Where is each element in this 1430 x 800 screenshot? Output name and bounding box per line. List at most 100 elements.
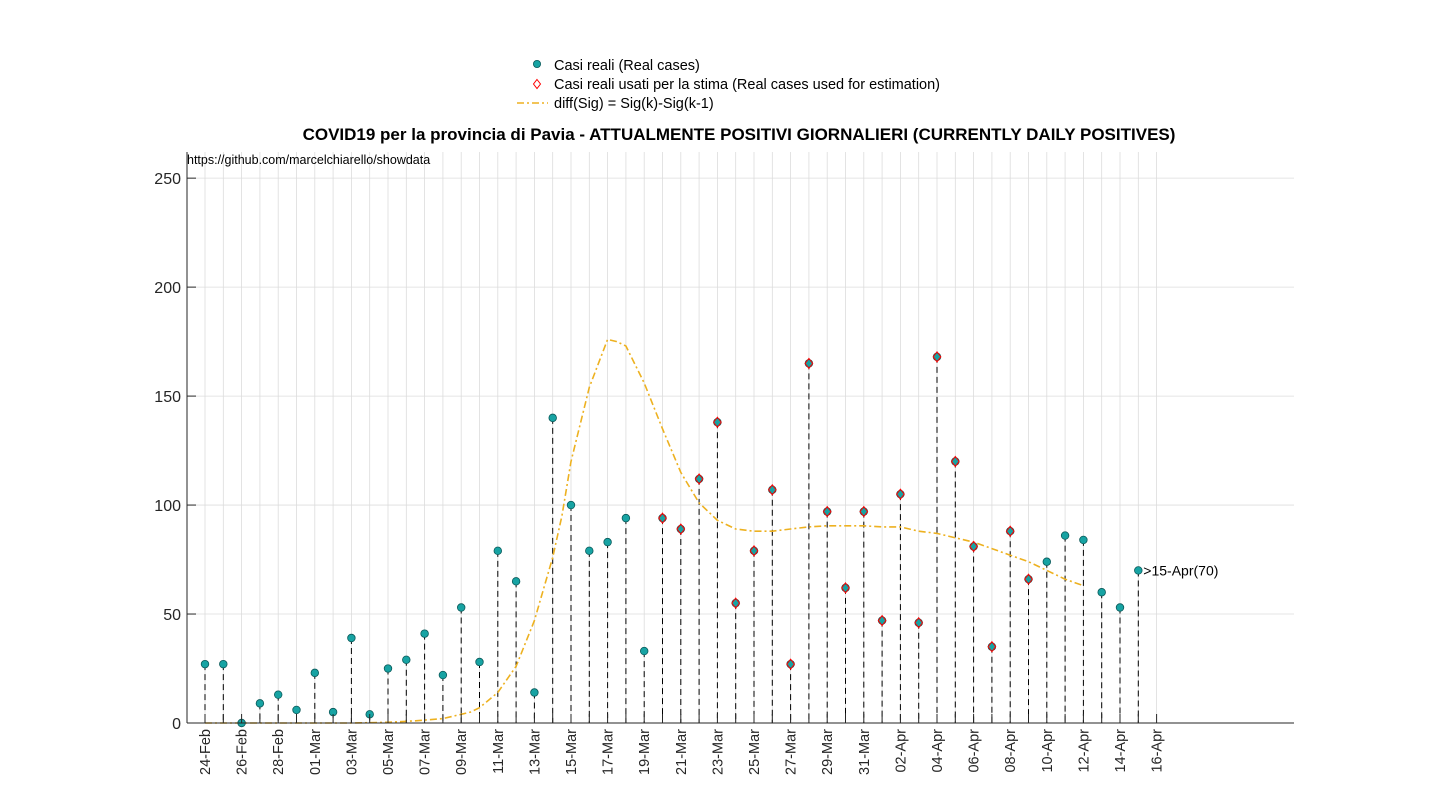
estimation-point	[731, 597, 741, 609]
real-case-point	[1115, 603, 1125, 612]
x-tick-label: 28-Feb	[271, 729, 287, 775]
x-tick-label: 04-Apr	[930, 729, 946, 773]
x-tick-label: 08-Apr	[1003, 729, 1019, 773]
real-case-point	[200, 659, 210, 669]
real-case-point	[914, 618, 923, 627]
real-case-point	[621, 513, 631, 523]
real-case-point	[383, 664, 393, 673]
real-case-point	[841, 583, 850, 593]
estimation-point	[749, 545, 759, 557]
real-case-point	[310, 668, 319, 678]
real-case-point	[457, 603, 466, 612]
estimation-point	[987, 640, 997, 653]
estimation-point	[841, 582, 850, 594]
x-tick-label: 12-Apr	[1076, 729, 1092, 773]
y-tick-label: 0	[172, 716, 181, 733]
axes	[186, 152, 1294, 724]
estimation-point	[859, 505, 869, 518]
x-tick-label: 06-Apr	[967, 729, 983, 773]
real-case-point	[420, 629, 429, 638]
y-tick-labels: 0 50 100 150 200 250	[154, 171, 181, 733]
x-tick-label: 10-Apr	[1040, 729, 1056, 773]
x-tick-label: 11-Mar	[491, 729, 507, 774]
x-tick-label: 09-Mar	[454, 729, 470, 775]
legend-marker-estimation-cases	[532, 78, 542, 90]
real-case-point	[951, 457, 960, 466]
estimation-point	[895, 488, 905, 500]
real-case-point	[1006, 527, 1015, 536]
y-tick-label: 100	[154, 498, 181, 515]
source-link-text: https://github.com/marcelchiarello/showd…	[187, 153, 430, 167]
x-tick-label: 29-Mar	[820, 729, 836, 775]
estimation-point	[877, 614, 887, 627]
real-case-point	[676, 524, 685, 534]
real-case-point	[1097, 588, 1106, 597]
estimation-point	[914, 616, 924, 629]
estimation-point	[786, 658, 796, 670]
real-case-point	[475, 657, 484, 667]
x-tick-label: 31-Mar	[857, 729, 873, 775]
x-tick-label: 26-Feb	[235, 729, 251, 775]
real-case-point	[1079, 535, 1088, 545]
x-tick-label: 07-Mar	[418, 729, 434, 775]
estimation-point	[676, 523, 686, 535]
real-case-point	[1024, 574, 1033, 584]
real-case-point	[347, 633, 356, 643]
estimation-point	[694, 473, 704, 485]
real-case-point	[566, 500, 576, 510]
y-tick-label: 200	[154, 280, 181, 297]
estimation-point	[712, 416, 722, 429]
y-tick-label: 50	[163, 607, 181, 624]
real-case-point	[402, 655, 411, 664]
real-case-point	[658, 513, 667, 523]
stem-lines	[204, 356, 1139, 723]
real-case-point	[731, 598, 740, 608]
estimation-point	[767, 483, 777, 496]
x-tick-label: 17-Mar	[601, 729, 617, 775]
real-case-point	[786, 659, 795, 669]
estimation-point	[1024, 573, 1033, 585]
real-case-point	[823, 507, 832, 516]
x-tick-label: 14-Apr	[1113, 729, 1129, 773]
estimation-curve-line	[205, 338, 1084, 724]
legend-entry-diff-sig: diff(Sig) = Sig(k)-Sig(k-1)	[554, 96, 714, 112]
real-case-point	[511, 577, 521, 586]
real-case-point	[1060, 531, 1070, 540]
x-tick-label: 13-Mar	[527, 729, 543, 775]
estimation-points	[658, 351, 1033, 670]
x-tick-labels: 24-Feb 26-Feb 28-Feb 01-Mar 03-Mar 05-Mar 07-M…	[198, 729, 1166, 775]
x-tick-label: 03-Mar	[344, 729, 360, 775]
real-case-point	[438, 670, 448, 680]
real-case-point	[493, 546, 502, 556]
real-case-point	[274, 690, 283, 699]
x-tick-label: 24-Feb	[198, 729, 214, 775]
estimation-curve	[205, 338, 1084, 724]
legend-entry-estimation-cases: Casi reali usati per la stima (Real case…	[554, 77, 940, 93]
real-case-point	[292, 705, 301, 715]
real-case-point	[987, 642, 997, 651]
estimation-point	[658, 512, 667, 524]
real-case-point	[219, 659, 228, 669]
real-case-point	[969, 542, 978, 551]
real-case-point	[859, 507, 868, 516]
x-tick-label: 21-Mar	[674, 729, 690, 775]
real-case-point	[1134, 566, 1143, 575]
real-case-point	[932, 352, 942, 362]
legend: Casi reali (Real cases) Casi reali usati…	[517, 58, 940, 112]
legend-marker-real-cases	[533, 60, 542, 69]
x-tick-label: 25-Mar	[747, 729, 763, 775]
y-tick-label: 250	[154, 171, 181, 188]
real-case-point	[255, 699, 265, 708]
chart-title: COVID19 per la provincia di Pavia - ATTU…	[303, 125, 1176, 144]
x-tick-label: 27-Mar	[784, 729, 800, 775]
real-case-point	[713, 418, 722, 427]
real-case-point	[585, 546, 594, 556]
x-tick-label: 19-Mar	[637, 729, 653, 775]
real-case-point	[530, 688, 539, 697]
real-case-point	[877, 616, 887, 625]
annotation-last-value: >15-Apr(70)	[1143, 562, 1218, 578]
real-case-point	[694, 474, 704, 484]
y-tick-label: 150	[154, 389, 181, 406]
x-tick-label: 16-Apr	[1150, 729, 1166, 773]
